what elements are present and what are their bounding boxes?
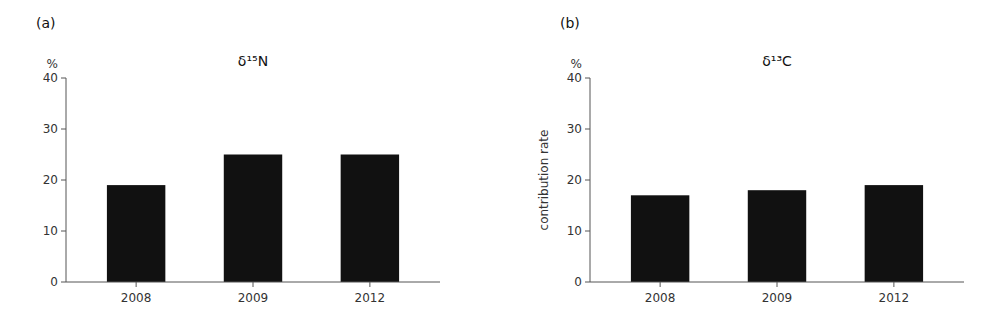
x-tick [660,282,661,287]
y-tick [585,231,590,232]
y-tick [61,282,66,283]
panel: 0 10 20 30 40 2008 2009 2012 δ¹⁵N% (a) [36,15,440,305]
y-tick-label: 20 [43,173,58,187]
panel: 0 10 20 30 40 2008 2009 2012 δ¹³C% (b) contributio… [537,15,964,305]
chart-svg: 0 10 20 30 40 2008 2009 2012 δ¹⁵N% (a) 0 10 20 30 40 20… [0,0,994,324]
x-tick-label: 2012 [879,291,910,305]
y-tick-label: 40 [567,71,582,85]
x-tick-label: 2012 [355,291,386,305]
y-tick [61,129,66,130]
y-tick [585,129,590,130]
panel-label: (b) [560,15,580,31]
bar [224,155,282,283]
bar [107,185,165,282]
y-tick-label: 0 [50,275,58,289]
y-unit-label: % [571,57,582,71]
y-tick [61,180,66,181]
y-axis-line [66,78,67,282]
y-tick [61,231,66,232]
y-tick-label: 30 [43,122,58,136]
x-tick-label: 2008 [121,291,152,305]
y-unit-label: % [47,57,58,71]
y-axis-label: contribution rate [537,130,551,231]
y-tick [585,282,590,283]
panel-label: (a) [36,15,56,31]
y-tick-label: 20 [567,173,582,187]
x-tick [369,282,370,287]
y-tick-label: 10 [43,224,58,238]
x-tick-label: 2009 [762,291,793,305]
x-tick [777,282,778,287]
x-tick [253,282,254,287]
x-tick-label: 2009 [238,291,269,305]
y-tick [61,78,66,79]
title: δ¹³C [762,53,792,69]
y-tick-label: 40 [43,71,58,85]
bar [748,190,806,282]
y-tick [585,78,590,79]
bar [341,155,399,283]
chart-root: 0 10 20 30 40 2008 2009 2012 δ¹⁵N% (a) 0 10 20 30 40 20… [0,0,994,324]
y-tick [585,180,590,181]
y-tick-label: 10 [567,224,582,238]
bar [865,185,923,282]
x-tick [136,282,137,287]
y-tick-label: 0 [574,275,582,289]
bars [107,155,399,283]
title: δ¹⁵N [238,53,268,69]
x-tick-label: 2008 [645,291,676,305]
x-tick [893,282,894,287]
bar [631,195,689,282]
bars [631,185,923,282]
y-axis-line [590,78,591,282]
y-tick-label: 30 [567,122,582,136]
